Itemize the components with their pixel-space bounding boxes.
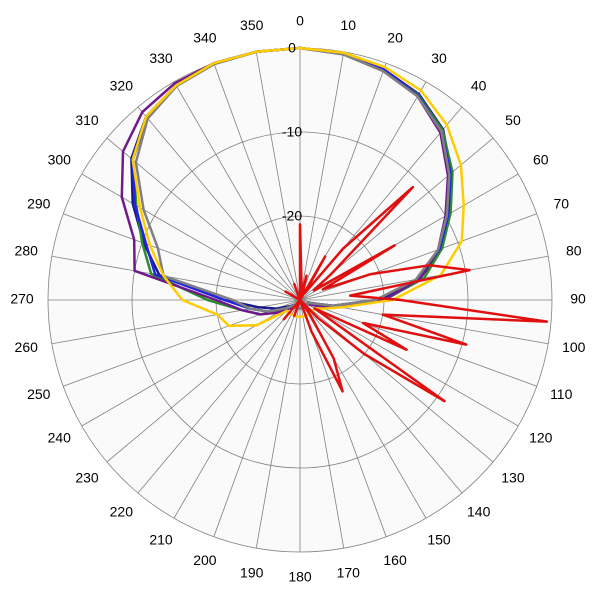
spoke [299,51,345,301]
theta-tick-label: 120 [529,430,553,446]
theta-tick-label: 270 [10,291,34,307]
spoke [299,213,537,301]
spoke [137,106,301,301]
series-line [134,46,451,313]
theta-tick-label: 330 [149,50,173,66]
theta-tick-label: 350 [240,17,264,33]
spoke [299,299,345,549]
r-tick-label: 0 [288,40,296,56]
spoke [173,299,301,519]
spoke [299,299,463,494]
theta-tick-label: 140 [467,504,491,520]
spoke [299,299,537,387]
theta-tick-label: 70 [553,196,569,212]
theta-tick-label: 170 [337,564,361,580]
theta-tick-label: 10 [340,17,356,33]
theta-tick-label: 280 [15,242,39,258]
spoke [137,299,301,494]
theta-tick-label: 110 [550,386,573,402]
theta-tick-label: 320 [110,78,134,94]
spoke [299,63,387,301]
theta-tick-label: 340 [193,29,217,45]
theta-tick-label: 160 [383,552,407,568]
theta-tick-label: 300 [48,152,72,168]
r-tick-label: -10 [282,124,302,140]
theta-tick-label: 90 [570,291,586,307]
series-line [131,46,465,328]
spoke [63,213,301,301]
theta-tick-label: 130 [501,469,525,485]
spoke [51,255,301,301]
theta-tick-label: 230 [75,469,99,485]
spoke [255,51,301,301]
spoke [255,299,301,549]
spoke [106,299,301,463]
theta-tick-label: 60 [533,152,549,168]
r-tick-label: -20 [282,208,302,224]
theta-tick-label: 240 [48,430,72,446]
spoke [81,173,301,301]
theta-tick-label: 260 [15,339,39,355]
spoke [213,299,301,537]
theta-tick-label: 180 [288,569,312,585]
theta-tick-label: 220 [110,504,134,520]
theta-tick-label: 0 [296,13,304,29]
spoke [299,299,494,463]
theta-tick-label: 20 [387,29,403,45]
theta-tick-label: 50 [505,112,521,128]
theta-tick-label: 250 [27,386,51,402]
theta-tick-label: 30 [431,50,447,66]
theta-tick-label: 40 [471,78,487,94]
spoke [173,81,301,301]
theta-tick-label: 310 [75,112,99,128]
theta-tick-label: 100 [562,339,586,355]
spoke [299,299,519,427]
theta-tick-label: 190 [240,564,264,580]
grid-circle [131,131,469,469]
theta-tick-label: 290 [27,196,51,212]
spoke [106,137,301,301]
spoke [213,63,301,301]
theta-tick-label: 200 [193,552,217,568]
series-line [282,185,549,403]
theta-tick-label: 210 [149,531,173,547]
theta-tick-label: 80 [566,242,582,258]
theta-tick-label: 150 [427,531,451,547]
